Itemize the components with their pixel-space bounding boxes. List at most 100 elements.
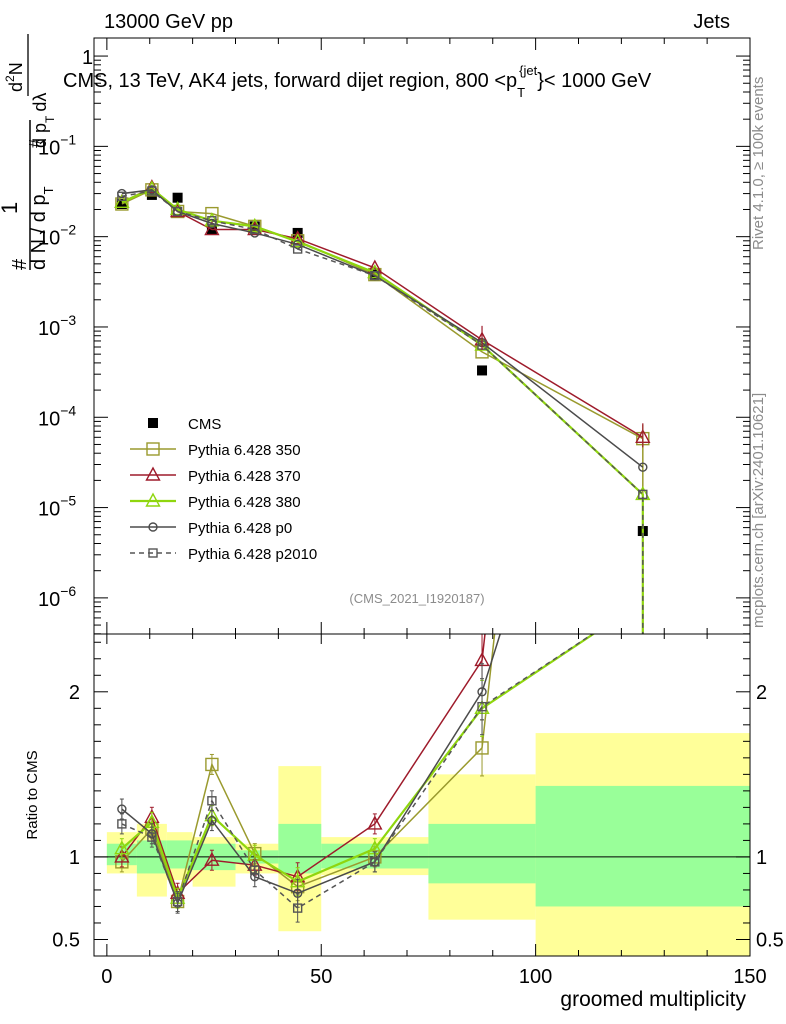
main-y-tick-label: 10−4 — [38, 402, 76, 430]
main-series-layer — [114, 179, 651, 634]
ylabel-dn-dp: d N / d p — [28, 194, 50, 270]
main-panel: 110−110−210−310−410−510−6 — [38, 37, 751, 635]
uncertainty-band-inner — [428, 823, 536, 884]
analysis-id-watermark: (CMS_2021_I1920187) — [349, 591, 484, 606]
legend-marker-swatch — [145, 492, 161, 507]
ratio-point — [207, 815, 217, 826]
beam-label: 13000 GeV pp — [104, 11, 233, 33]
ratio-point — [147, 832, 157, 842]
ratio-y-tick-label: 2 — [69, 682, 80, 704]
main-y-tick-exponent: −2 — [60, 222, 76, 238]
main-y-tick-label: 10−2 — [38, 222, 76, 250]
mc-point — [114, 193, 130, 209]
main-y-tick-base: 10 — [38, 589, 60, 611]
legend-item: Pythia 6.428 p2010 — [130, 546, 317, 563]
data-point-cms — [477, 365, 488, 376]
x-axis-title: groomed multiplicity — [560, 988, 746, 1011]
legend-item: Pythia 6.428 350 — [130, 442, 301, 459]
ylabel-dlambda: dλ — [30, 93, 50, 112]
mc-point — [292, 244, 303, 254]
legend-marker-swatch — [145, 466, 161, 481]
mc-point — [204, 212, 220, 227]
main-y-tick-exponent: −5 — [60, 493, 76, 509]
ratio-point — [204, 851, 220, 866]
ylabel-dp-dl: d pTdλ — [30, 93, 57, 148]
ratio-y-tick-label-right: 0.5 — [756, 929, 784, 951]
legend-item: CMS — [148, 416, 221, 433]
legend-label: CMS — [188, 416, 221, 433]
ratio-panel-frame — [93, 633, 751, 957]
ratio-y-tick-label-right: 1 — [756, 847, 767, 869]
ratio-point — [475, 741, 489, 755]
ylabel-d: d — [6, 82, 26, 92]
main-y-tick-exponent: −4 — [60, 402, 76, 418]
ratio-y-tick-label-right: 2 — [756, 682, 767, 704]
category-label: Jets — [693, 11, 730, 33]
ylabel-n: N — [6, 62, 26, 75]
ratio-point — [250, 865, 260, 875]
plot-title-sup: {jet — [519, 63, 537, 78]
data-point-cms — [172, 192, 183, 203]
legend-label: Pythia 6.428 p2010 — [188, 546, 317, 563]
mc-point — [117, 191, 127, 201]
main-y-axis-title: # 1 d N / d pT # d2N d pTdλ — [0, 34, 57, 270]
main-y-tick-exponent: −1 — [60, 131, 76, 147]
ratio-bands — [94, 733, 750, 956]
mc-point — [147, 186, 157, 196]
x-tick-label: 50 — [310, 966, 332, 988]
rivet-version-label: Rivet 4.1.0, ≥ 100k events — [750, 77, 767, 250]
ratio-y-tick-label: 1 — [69, 847, 80, 869]
main-y-tick-label: 1 — [82, 47, 93, 69]
main-y-tick-label: 10−5 — [38, 493, 76, 521]
main-series-line — [121, 186, 644, 438]
mcplots-source-label: mcplots.cern.ch [arXiv:2401.10621] — [750, 393, 767, 628]
main-series-line — [121, 190, 644, 634]
legend-item: Pythia 6.428 p0 — [130, 520, 292, 537]
ratio-point — [367, 815, 383, 830]
uncertainty-band-inner — [278, 823, 322, 874]
mc-point — [204, 221, 220, 236]
main-y-tick-base: 10 — [38, 137, 60, 159]
main-y-tick-base: 10 — [38, 228, 60, 250]
ratio-point — [370, 857, 380, 867]
legend-marker-swatch — [148, 522, 158, 532]
ratio-point — [207, 796, 217, 806]
ratio-point — [292, 903, 303, 913]
main-y-tick-base: 10 — [38, 499, 60, 521]
ylabel-denominator: d N / d pT — [28, 186, 56, 270]
main-axes: 110−110−210−310−410−510−6 — [38, 38, 751, 635]
ylabel-numerator-one: 1 — [0, 202, 22, 214]
ratio-point — [114, 848, 130, 863]
uncertainty-band-inner — [166, 840, 193, 869]
ratio-series-layer — [114, 634, 596, 923]
main-panel-frame — [93, 37, 751, 635]
ylabel-sub-t2: T — [43, 115, 57, 123]
main-series-line — [121, 187, 644, 634]
mc-point — [638, 489, 648, 500]
main-y-tick-exponent: −3 — [60, 312, 76, 328]
ylabel-hash-2: # — [27, 139, 44, 148]
legend-label: Pythia 6.428 350 — [188, 442, 301, 459]
mc-point — [250, 224, 260, 235]
ratio-y-axis-title: Ratio to CMS — [24, 750, 41, 839]
mc-point — [172, 206, 183, 217]
legend-label: Pythia 6.428 380 — [188, 494, 301, 511]
legend: CMS Pythia 6.428 350 Pythia 6.428 370 Pythi… — [130, 416, 317, 563]
legend-label: Pythia 6.428 p0 — [188, 520, 292, 537]
mc-point — [638, 462, 648, 472]
plot-title-suffix: }< 1000 GeV — [537, 70, 652, 92]
main-y-tick-label: 10−3 — [38, 312, 76, 340]
plot-title-prefix: CMS, 13 TeV, AK4 jets, forward dijet reg… — [63, 70, 517, 92]
mc-point — [207, 216, 217, 226]
main-y-tick-label: 10−1 — [38, 131, 76, 159]
main-y-tick-label: 10−6 — [38, 583, 76, 611]
main-y-tick-base: 10 — [38, 408, 60, 430]
ratio-point — [117, 804, 127, 814]
main-y-tick-base: 10 — [38, 318, 60, 340]
ratio-point — [172, 896, 183, 907]
legend-marker-swatch — [146, 442, 160, 456]
ratio-point — [477, 701, 487, 712]
ratio-y-tick-label: 0.5 — [52, 929, 80, 951]
mc-point — [370, 270, 380, 281]
